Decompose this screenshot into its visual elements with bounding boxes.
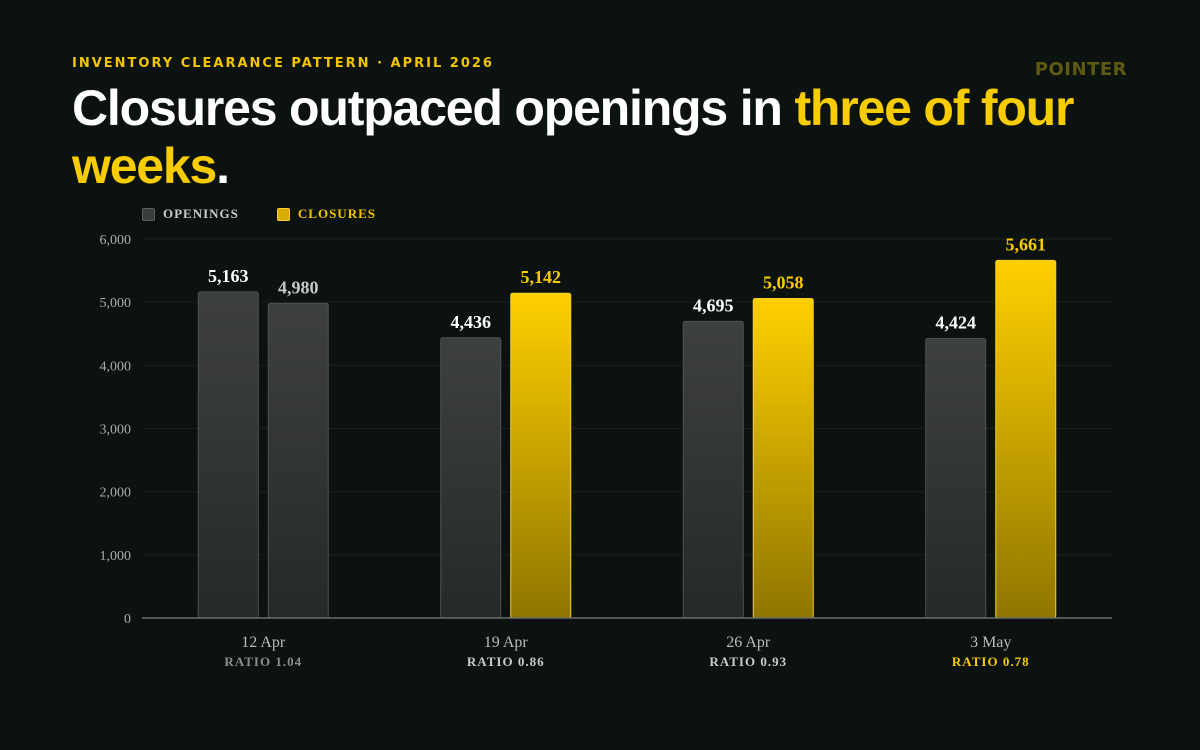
y-tick-label: 4,000 bbox=[100, 359, 132, 374]
legend-item-closures: CLOSURES bbox=[276, 206, 376, 222]
ratio-label: RATIO 0.93 bbox=[709, 654, 787, 669]
headline-highlight: three of four weeks bbox=[72, 80, 1074, 194]
headline-tail: . bbox=[216, 138, 230, 194]
ratio-label: RATIO 0.86 bbox=[467, 654, 545, 669]
y-tick-label: 3,000 bbox=[100, 423, 132, 438]
value-label-closures: 5,142 bbox=[521, 267, 562, 287]
value-label-closures: 5,661 bbox=[1006, 234, 1047, 254]
y-tick-label: 2,000 bbox=[100, 486, 132, 501]
value-label-openings: 5,163 bbox=[208, 266, 249, 286]
value-label-closures: 4,980 bbox=[278, 277, 319, 297]
value-label-closures: 5,058 bbox=[763, 273, 804, 293]
bar-closures bbox=[995, 259, 1057, 619]
y-tick-label: 1,000 bbox=[100, 549, 132, 564]
value-label-openings: 4,695 bbox=[693, 295, 734, 315]
bar-openings bbox=[197, 291, 259, 619]
bar-openings bbox=[925, 338, 987, 619]
value-label-openings: 4,424 bbox=[936, 313, 977, 333]
bar-closures bbox=[752, 298, 814, 619]
x-tick-label: 19 Apr bbox=[484, 634, 529, 651]
ratio-label: RATIO 0.78 bbox=[952, 654, 1030, 669]
legend-swatch-closures bbox=[276, 207, 290, 221]
bar-closures bbox=[267, 302, 329, 619]
y-tick-label: 0 bbox=[124, 612, 131, 627]
chart-eyebrow: INVENTORY CLEARANCE PATTERN · APRIL 2026 bbox=[72, 56, 494, 71]
value-label-openings: 4,436 bbox=[451, 312, 492, 332]
x-tick-label: 3 May bbox=[970, 634, 1011, 651]
chart-legend: OPENINGS CLOSURES bbox=[142, 206, 376, 222]
bar-openings bbox=[682, 320, 744, 619]
x-tick-label: 26 Apr bbox=[726, 634, 771, 651]
y-tick-label: 6,000 bbox=[100, 233, 132, 248]
ratio-label: RATIO 1.04 bbox=[224, 654, 302, 669]
bar-closures bbox=[510, 292, 572, 619]
legend-swatch-openings bbox=[142, 207, 155, 221]
legend-label-closures: CLOSURES bbox=[297, 206, 376, 221]
legend-item-openings: OPENINGS bbox=[142, 206, 239, 222]
x-tick-label: 12 Apr bbox=[241, 634, 286, 651]
chart-headline: Closures outpaced openings in three of f… bbox=[72, 79, 1142, 195]
legend-label-openings: OPENINGS bbox=[163, 206, 239, 221]
y-tick-label: 5,000 bbox=[100, 296, 132, 311]
headline-lead: Closures outpaced openings in bbox=[72, 80, 795, 136]
bar-openings bbox=[440, 337, 502, 619]
bar-chart: 0 1,000 2,000 3,000 4,000 5,000 6,000 5,163 4,98… bbox=[100, 233, 1112, 669]
brand-logo: POINTER bbox=[1034, 59, 1127, 80]
